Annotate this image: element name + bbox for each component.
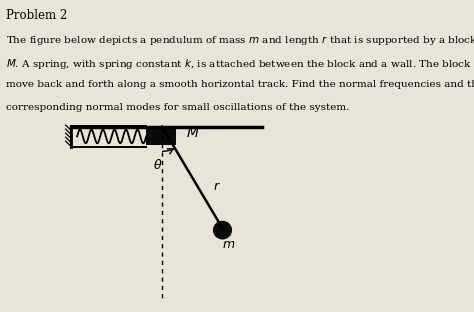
- Text: $m$: $m$: [222, 238, 236, 251]
- Text: The figure below depicts a pendulum of mass $m$ and length $r$ that is supported: The figure below depicts a pendulum of m…: [6, 34, 474, 47]
- Text: $M$: $M$: [186, 126, 200, 140]
- Text: $\theta$: $\theta$: [154, 158, 163, 172]
- Bar: [146, 127, 176, 145]
- Text: $r$: $r$: [213, 180, 221, 193]
- Text: corresponding normal modes for small oscillations of the system.: corresponding normal modes for small osc…: [6, 104, 349, 112]
- Text: move back and forth along a smooth horizontal track. Find the normal frequencies: move back and forth along a smooth horiz…: [6, 80, 474, 89]
- Text: $M$. A spring, with spring constant $k$, is attached between the block and a wal: $M$. A spring, with spring constant $k$,…: [6, 57, 474, 71]
- Circle shape: [214, 222, 231, 239]
- Text: Problem 2: Problem 2: [6, 9, 67, 22]
